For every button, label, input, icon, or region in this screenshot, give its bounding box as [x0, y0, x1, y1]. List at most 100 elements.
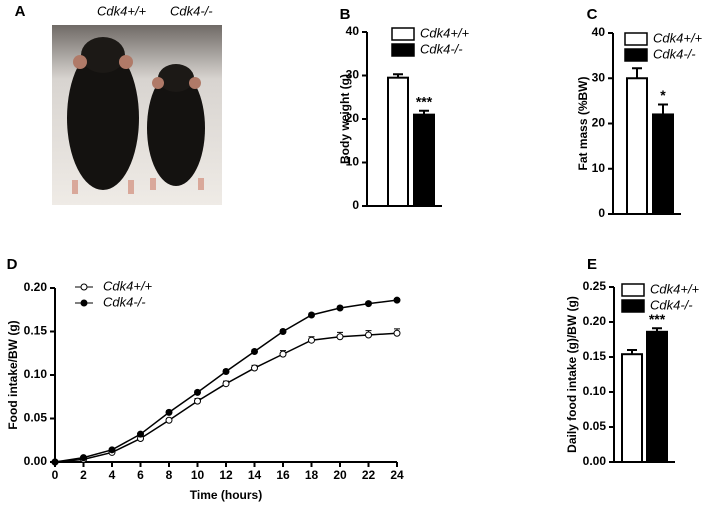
point	[279, 328, 287, 335]
legend-label: Cdk4+/+	[420, 25, 470, 40]
point	[165, 408, 173, 416]
x-tick-label: 22	[362, 468, 376, 482]
y-tick-label: 0.20	[24, 280, 48, 294]
error-bar	[658, 103, 668, 115]
x-axis-label: Time (hours)	[190, 488, 262, 502]
series-line	[54, 332, 398, 463]
x-tick-label: 14	[248, 468, 262, 482]
y-tick-label: 0.05	[24, 411, 48, 425]
point	[308, 336, 315, 344]
x-tick-label: 6	[137, 468, 144, 482]
significance: ***	[416, 93, 433, 109]
x-tick-label: 24	[390, 468, 404, 482]
point	[137, 430, 144, 438]
point	[165, 416, 173, 424]
bar	[621, 353, 643, 464]
panel-letter: C	[587, 6, 598, 23]
y-tick-label: 0.15	[24, 324, 48, 338]
legend-label: Cdk4+/+	[653, 30, 703, 45]
y-tick-label: 20	[592, 116, 606, 130]
legend-swatch	[624, 48, 648, 62]
legend-swatch	[621, 299, 645, 313]
error-bar	[632, 67, 642, 79]
bar	[652, 113, 674, 215]
point	[222, 368, 230, 376]
y-tick-label: 10	[592, 161, 606, 175]
point	[251, 364, 258, 372]
legend-label: Cdk4+/+	[103, 278, 153, 293]
y-tick-label: 0	[598, 206, 605, 220]
y-tick-label: 0.10	[583, 384, 607, 398]
y-axis-label: Fat mass (%BW)	[576, 76, 590, 170]
significance: *	[660, 87, 666, 103]
point	[251, 348, 258, 356]
point	[80, 454, 87, 462]
x-tick-label: 20	[333, 468, 347, 482]
bar	[646, 330, 668, 463]
point	[222, 380, 230, 388]
y-tick-label: 30	[592, 70, 606, 84]
legend-marker	[80, 283, 88, 291]
point	[194, 397, 201, 405]
y-tick-label: 40	[346, 24, 360, 38]
error-bar	[419, 109, 429, 115]
legend-swatch	[624, 32, 648, 46]
point	[194, 388, 201, 396]
y-tick-label: 30	[346, 68, 360, 82]
photo-label: Cdk4-/-	[170, 3, 213, 18]
photo-label: Cdk4+/+	[97, 3, 147, 18]
y-tick-label: 0.00	[24, 454, 48, 468]
error-bar	[627, 349, 637, 355]
legend-swatch	[621, 283, 645, 297]
x-tick-label: 2	[80, 468, 87, 482]
y-tick-label: 0.05	[583, 419, 607, 433]
panel-letter: E	[587, 256, 597, 273]
x-tick-label: 18	[305, 468, 319, 482]
point	[336, 333, 344, 341]
legend-swatch	[391, 43, 415, 57]
y-tick-label: 40	[592, 25, 606, 39]
legend-label: Cdk4-/-	[103, 294, 146, 309]
x-tick-label: 10	[191, 468, 205, 482]
point	[365, 331, 372, 339]
y-axis-label: Daily food intake (g)/BW (g)	[565, 296, 579, 453]
point	[393, 296, 401, 304]
significance: ***	[649, 311, 666, 327]
point	[336, 304, 344, 312]
error-bar	[393, 73, 403, 78]
legend-swatch	[391, 27, 415, 41]
panel-letter: A	[15, 3, 26, 20]
legend-label: Cdk4-/-	[420, 41, 463, 56]
x-tick-label: 16	[276, 468, 290, 482]
point	[308, 311, 315, 319]
y-tick-label: 0.10	[24, 367, 48, 381]
y-tick-label: 10	[346, 155, 360, 169]
legend-marker	[80, 299, 88, 307]
point	[365, 300, 372, 308]
y-tick-label: 0.00	[583, 454, 607, 468]
panel-letter: B	[340, 6, 351, 23]
y-tick-label: 0.15	[583, 349, 607, 363]
legend-label: Cdk4-/-	[650, 297, 693, 312]
x-tick-label: 0	[52, 468, 59, 482]
y-tick-label: 20	[346, 111, 360, 125]
bar	[387, 76, 409, 207]
y-tick-label: 0.20	[583, 314, 607, 328]
bar	[626, 77, 648, 215]
panel-letter: D	[7, 256, 18, 273]
error-bar	[652, 327, 662, 332]
y-axis-label: Food intake/BW (g)	[6, 320, 20, 429]
legend-label: Cdk4+/+	[650, 281, 700, 296]
y-tick-label: 0	[352, 198, 359, 212]
x-tick-label: 4	[109, 468, 116, 482]
y-axis-label: Body weight (g)	[338, 74, 352, 164]
point	[108, 446, 116, 454]
point	[51, 458, 59, 466]
point	[279, 350, 287, 358]
y-tick-label: 0.25	[583, 279, 607, 293]
bar	[413, 113, 435, 207]
x-tick-label: 12	[219, 468, 233, 482]
legend-label: Cdk4-/-	[653, 46, 696, 61]
photo	[52, 25, 222, 205]
